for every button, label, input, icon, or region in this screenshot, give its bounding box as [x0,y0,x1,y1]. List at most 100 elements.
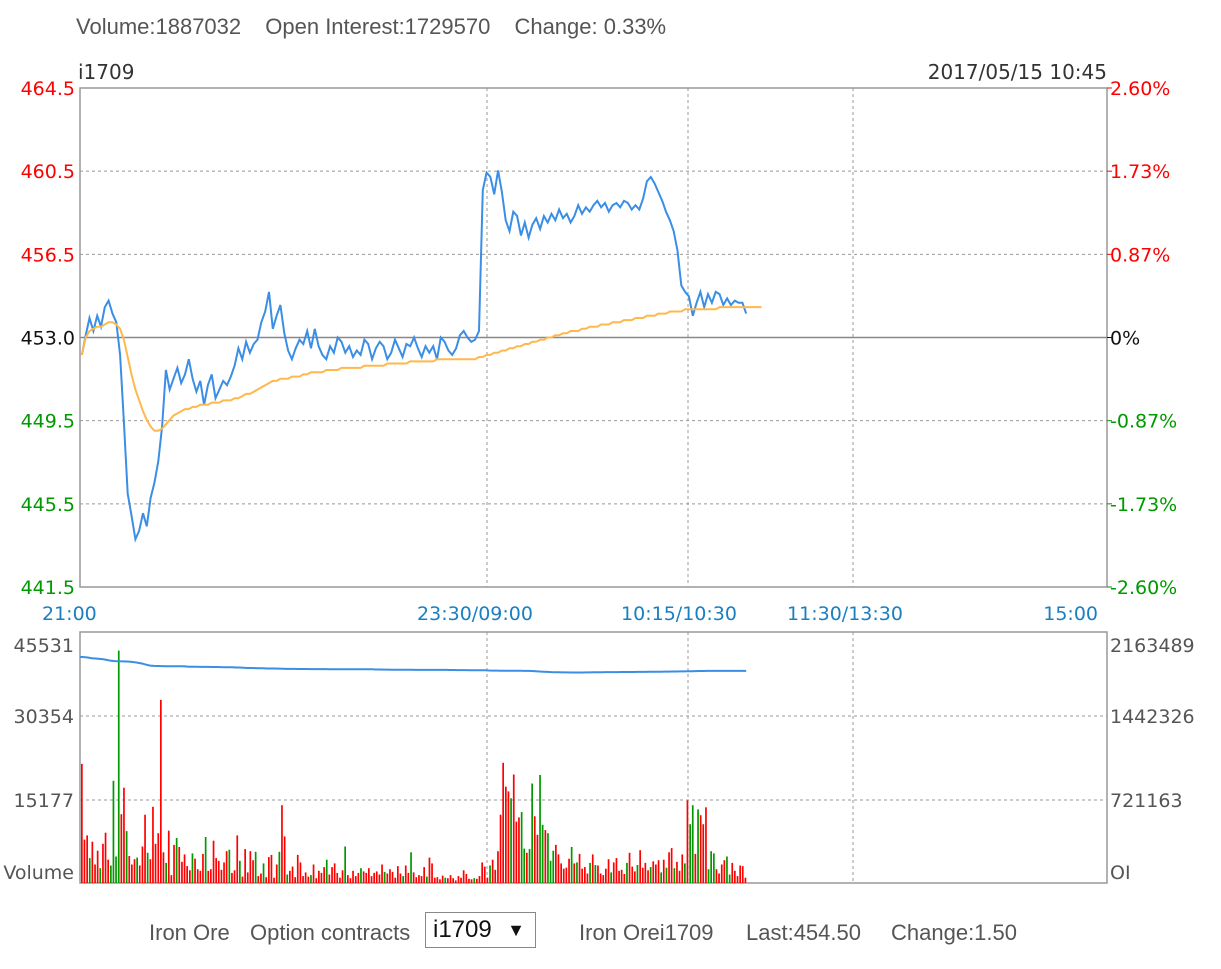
volume-bar [383,871,386,883]
volume-bar [570,847,573,883]
contract-select[interactable]: i1709 ▼ [425,912,536,948]
volume-bar [144,814,146,883]
volume-bar [631,866,634,883]
volume-bar [125,831,128,883]
volume-bar [441,875,444,883]
volume-bar [499,814,502,883]
oi-tick-label: 1442326 [1110,706,1195,728]
volume-bar [339,877,341,883]
volume-bar [547,833,549,883]
volume-bar [491,859,494,883]
volume-bar [191,853,194,883]
volume-bar [183,854,186,883]
time-tick-label: 10:15/10:30 [621,603,737,625]
volume-bar [133,859,136,883]
volume-grid [79,631,1108,884]
volume-bar [394,877,397,883]
option-contracts-label: Option contracts [250,920,411,945]
volume-bar [662,859,665,883]
volume-bar [439,879,441,883]
product-label: Iron Ore [149,920,230,945]
volume-bar [420,876,423,883]
volume-bars [81,650,747,883]
volume-bar [615,858,618,883]
volume-bar [605,868,607,883]
volume-bar [199,870,202,883]
volume-bar [278,851,281,883]
volume-bar [584,867,586,883]
contract-select-value: i1709 [433,916,492,943]
time-tick-label: 21:00 [42,603,97,625]
volume-bar [252,860,254,883]
volume-bar [689,824,691,883]
volume-bar [273,877,275,883]
volume-bar [668,852,670,883]
volume-bar [239,860,241,883]
volume-bar [347,875,349,883]
volume-bar [447,878,449,883]
volume-bar [497,851,499,883]
volume-bar [268,857,270,883]
volume-bar [170,875,173,883]
volume-bar [589,862,591,883]
volume-bar [468,878,470,883]
volume-bar [231,872,233,883]
volume-bar [676,861,678,883]
time-tick-label: 11:30/13:30 [787,603,903,625]
volume-bar [375,871,378,883]
volume-bar [310,875,312,883]
volume-bar [138,865,141,883]
volume-bar [568,858,570,883]
volume-bar [302,876,304,883]
volume-tick-label: 15177 [14,790,74,812]
volume-bar [378,874,381,883]
volume-bar [594,865,597,883]
volume-bar [162,852,165,883]
volume-bar [333,863,336,883]
pct-tick-label: 0.87% [1110,244,1170,266]
volume-bar [515,821,518,883]
volume-bar [655,864,657,883]
pct-tick-label: -0.87% [1110,411,1177,433]
volume-bar [104,832,107,883]
volume-bar [544,830,547,883]
volume-bar [186,866,188,883]
volume-bar [207,870,210,883]
volume-bar [178,847,181,883]
price-tick-label: 453.0 [21,328,75,350]
volume-bar [610,872,612,883]
volume-bar [262,863,265,883]
volume-bar [454,880,457,883]
volume-bar [741,866,744,883]
volume-bar [204,837,207,883]
volume-bar [694,853,697,883]
volume-bar [549,860,552,883]
volume-bar [478,876,481,883]
volume-bar [573,863,576,883]
volume-bar [705,807,707,883]
volume-bar [386,873,389,883]
pct-tick-label: -2.60% [1110,577,1177,599]
volume-bar [612,862,615,883]
price-tick-label: 445.5 [21,494,75,516]
volume-bar [410,852,412,883]
volume-bar [734,870,736,883]
volume-bar [246,872,249,883]
volume-bar [94,864,96,883]
volume-bar [249,851,252,883]
summary-bar: Volume:1887032 Open Interest:1729570 Cha… [76,14,684,40]
pct-tick-label: 1.73% [1110,161,1170,183]
volume-bar [304,872,307,883]
volume-bar [602,875,605,883]
volume-tick-label: 30354 [14,706,74,728]
volume-bar [678,870,681,883]
volume-bar [710,851,712,883]
volume-bar [146,852,149,883]
volume-bar [641,867,644,883]
volume-bar [312,864,315,883]
volume-bar [562,868,565,883]
volume-bar [599,873,602,883]
volume-bar [407,872,410,883]
volume-bar [723,860,726,883]
price-tick-label: 460.5 [21,161,75,183]
